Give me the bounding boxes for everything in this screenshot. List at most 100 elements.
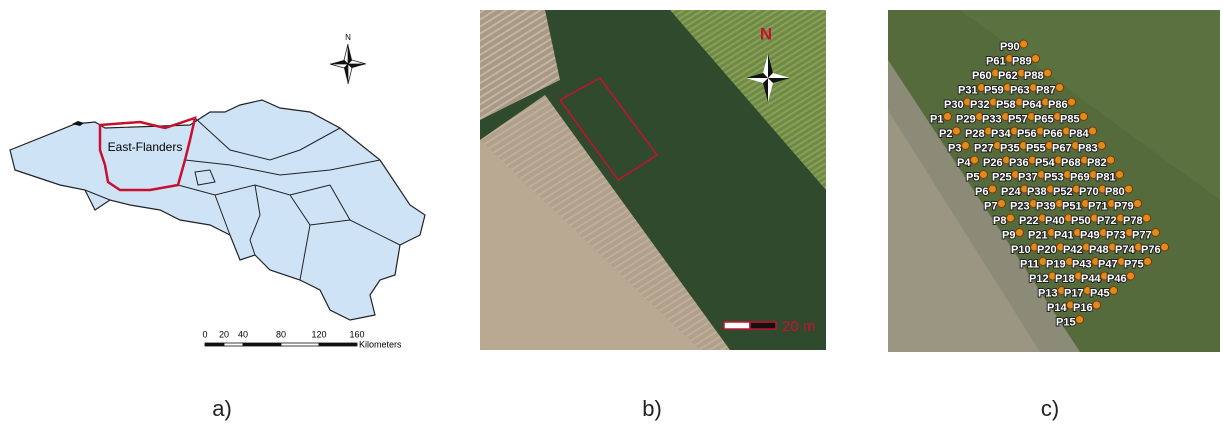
point-marker (1020, 40, 1028, 48)
point-label: P64 (1022, 99, 1042, 111)
point-marker (1116, 171, 1124, 179)
point-label: P51 (1062, 200, 1082, 212)
north-label: N (345, 33, 351, 42)
point-label: P63 (1010, 84, 1030, 96)
point-label: P62 (998, 70, 1018, 82)
point-label: P13 (1038, 287, 1058, 299)
point-marker (952, 127, 960, 135)
point-label: P39 (1036, 200, 1056, 212)
point-label: P17 (1064, 287, 1084, 299)
point-label: P75 (1124, 258, 1144, 270)
point-label: P26 (983, 157, 1003, 169)
point-label: P73 (1106, 229, 1126, 241)
point-marker (1076, 316, 1084, 324)
point-label: P82 (1087, 157, 1107, 169)
point-label: P10 (1011, 244, 1031, 256)
point-label: P90 (1000, 41, 1020, 53)
point-label: P44 (1081, 273, 1101, 285)
scale-unit: Kilometers (359, 339, 402, 349)
point-label: P77 (1132, 229, 1152, 241)
point-label: P11 (1020, 258, 1039, 270)
point-label: P20 (1037, 244, 1057, 256)
point-label: P84 (1069, 128, 1089, 140)
point-label: P76 (1141, 244, 1161, 256)
caption: c) (1041, 396, 1059, 421)
point-label: P58 (996, 99, 1016, 111)
point-marker (1056, 84, 1064, 92)
point-label: P24 (1001, 186, 1021, 198)
point-label: P65 (1034, 113, 1054, 125)
point-marker (979, 171, 987, 179)
point-marker (1152, 229, 1160, 237)
point-label: P14 (1047, 302, 1067, 314)
point-label: P70 (1079, 186, 1099, 198)
point-label: P4 (957, 157, 971, 169)
point-label: P28 (965, 128, 985, 140)
point-label: P71 (1088, 200, 1108, 212)
point-label: P30 (944, 99, 964, 111)
point-label: P60 (972, 70, 992, 82)
scale-label: 20 m (782, 318, 815, 335)
point-marker (1068, 98, 1076, 106)
aerial-photo (480, 10, 826, 350)
point-label: P47 (1098, 258, 1118, 270)
point-label: P53 (1044, 171, 1064, 183)
point-label: P33 (982, 113, 1002, 125)
point-label: P19 (1046, 258, 1066, 270)
point-marker (1032, 55, 1040, 63)
point-label: P54 (1035, 157, 1055, 169)
point-label: P48 (1089, 244, 1109, 256)
point-label: P9 (1002, 229, 1015, 241)
point-label: P38 (1027, 186, 1047, 198)
point-label: P1 (930, 113, 943, 125)
point-label: P56 (1017, 128, 1037, 140)
point-marker (961, 142, 969, 150)
point-label: P18 (1055, 273, 1075, 285)
point-label: P85 (1060, 113, 1080, 125)
point-label: P22 (1019, 215, 1039, 227)
point-label: P69 (1070, 171, 1090, 183)
point-marker (1080, 113, 1088, 121)
point-label: P12 (1029, 273, 1049, 285)
point-marker (1110, 287, 1118, 295)
page: East-Flanders N 0204080120160Kilometers … (0, 0, 1223, 431)
caption: a) (212, 396, 232, 421)
point-marker (970, 156, 978, 164)
point-label: P41 (1054, 229, 1074, 241)
point-label: P2 (939, 128, 952, 140)
point-label: P36 (1009, 157, 1029, 169)
point-label: P74 (1115, 244, 1135, 256)
scale-tick-label: 40 (238, 329, 248, 339)
point-label: P3 (948, 142, 961, 154)
point-marker (1127, 272, 1135, 280)
point-label: P46 (1107, 273, 1127, 285)
point-label: P89 (1012, 55, 1032, 67)
point-label: P31 (958, 84, 978, 96)
north-arrow-a (330, 44, 366, 84)
scale-tick-label: 0 (202, 329, 207, 339)
point-marker (1098, 142, 1106, 150)
point-label: P35 (1000, 142, 1020, 154)
point-marker (1125, 185, 1133, 193)
point-label: P25 (992, 171, 1012, 183)
region-label: East-Flanders (108, 140, 183, 154)
scale-segment (205, 343, 224, 346)
point-label: P81 (1096, 171, 1116, 183)
scale-tick-label: 20 (219, 329, 229, 339)
point-label: P42 (1063, 244, 1083, 256)
point-label: P21 (1028, 229, 1048, 241)
scale-tick-label: 120 (311, 329, 326, 339)
point-label: P68 (1061, 157, 1081, 169)
point-label: P37 (1018, 171, 1038, 183)
point-marker (1134, 200, 1142, 208)
point-label: P78 (1123, 215, 1143, 227)
scale-segment (243, 343, 281, 346)
point-marker (1015, 229, 1023, 237)
point-label: P27 (974, 142, 994, 154)
point-marker (1089, 127, 1097, 135)
point-label: P86 (1048, 99, 1068, 111)
caption: b) (642, 396, 662, 421)
point-label: P66 (1043, 128, 1063, 140)
point-label: P79 (1114, 200, 1134, 212)
point-marker (943, 113, 951, 121)
